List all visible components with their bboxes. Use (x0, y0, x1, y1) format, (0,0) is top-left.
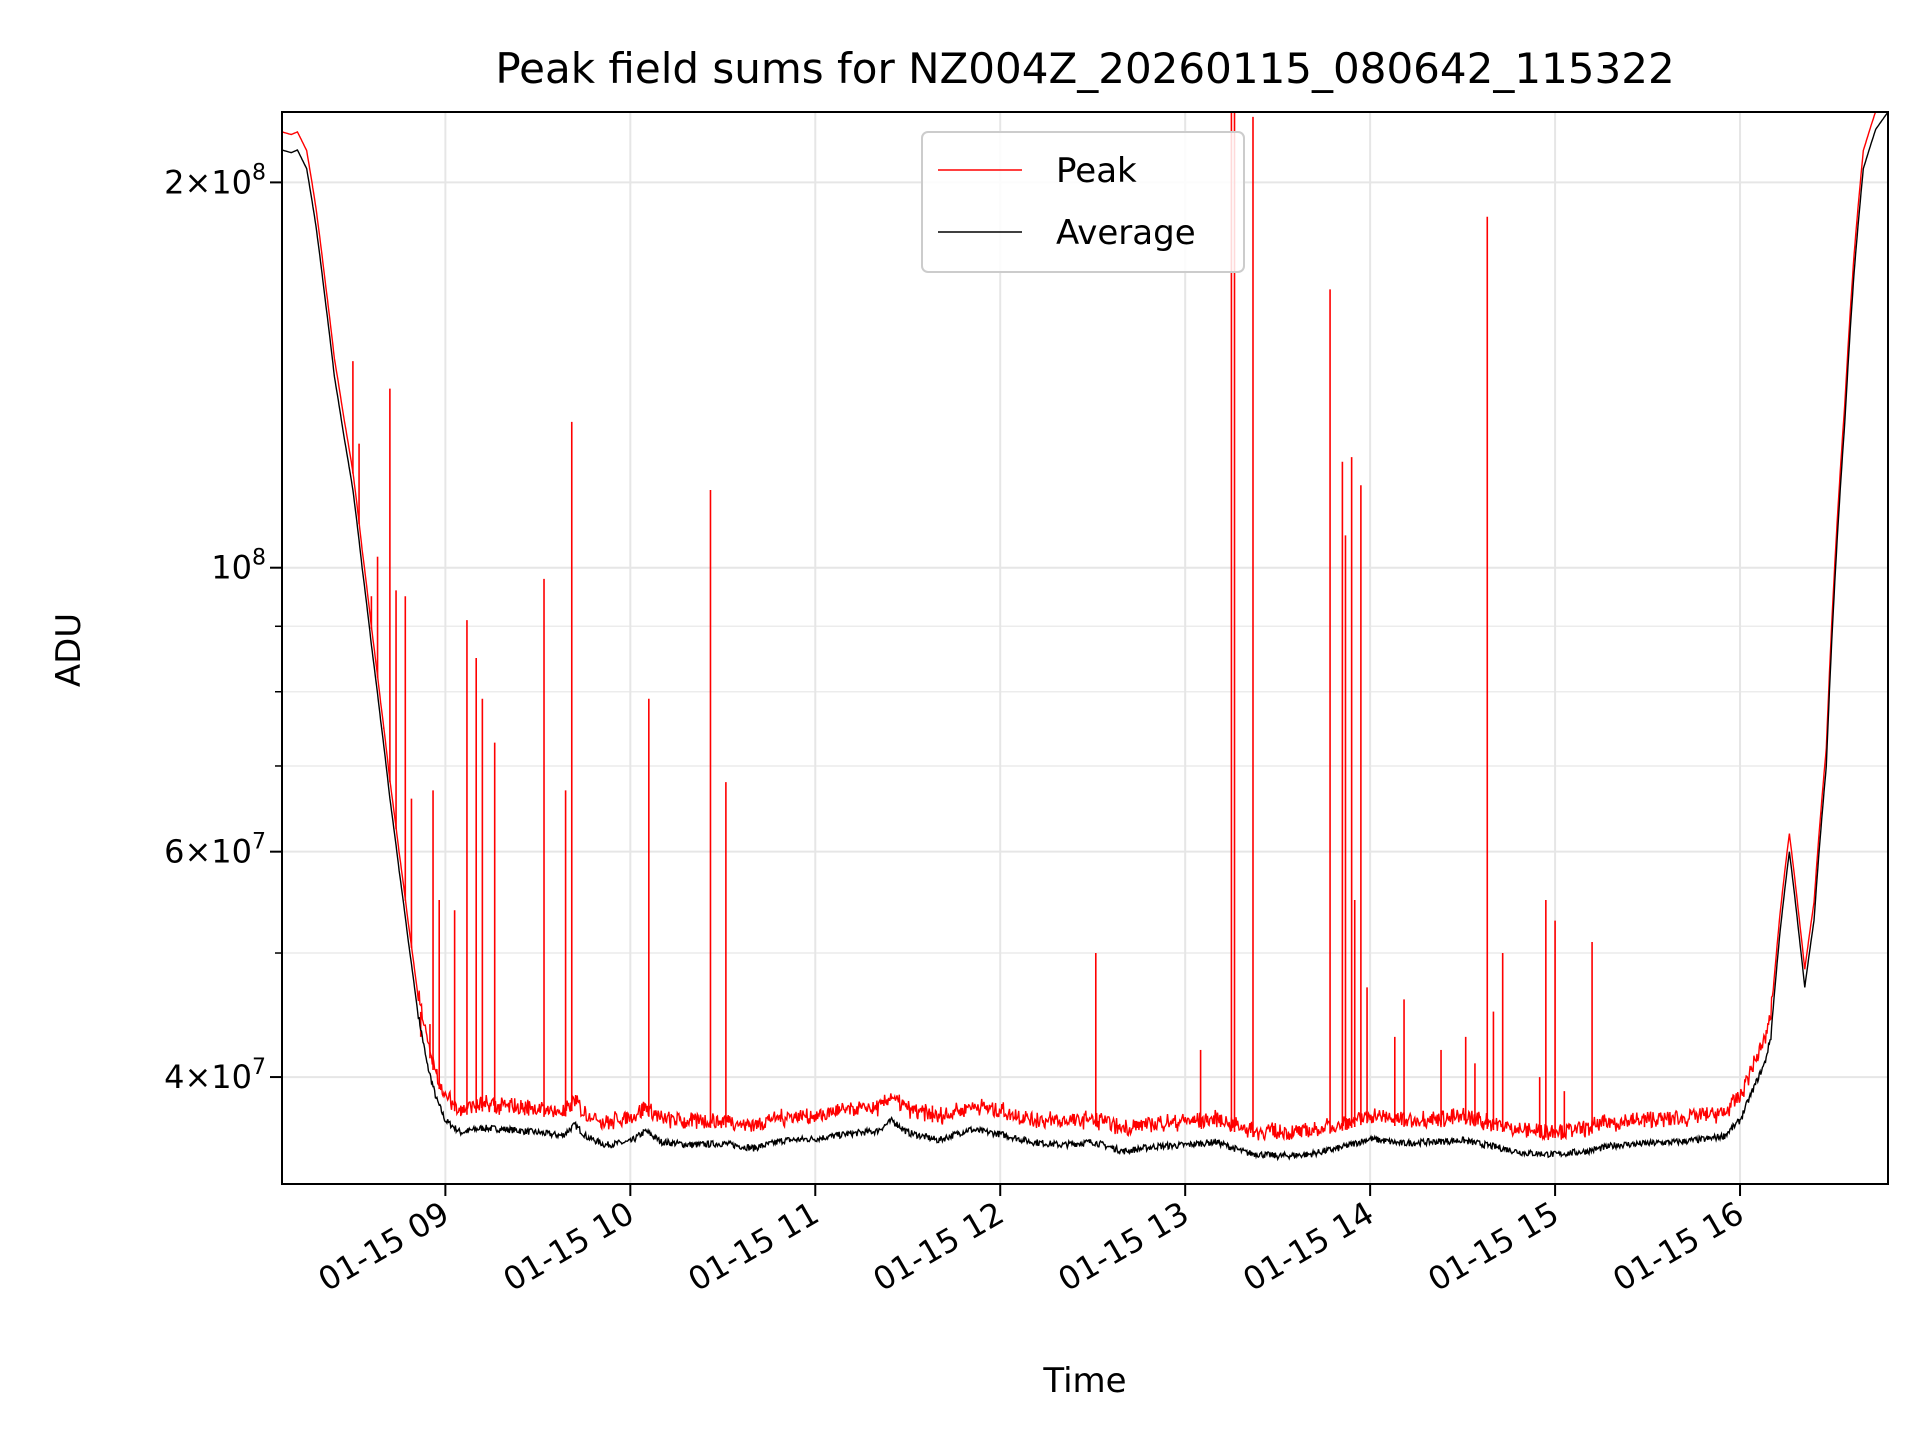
y-axis-label: ADU (49, 613, 89, 687)
x-axis: 01-15 09 01-15 10 01-15 11 01-15 12 01-15 13… (312, 1184, 1750, 1299)
series-average (281, 111, 1889, 1162)
x-tick-label: 01-15 14 (1237, 1194, 1381, 1299)
x-axis-label: Time (1042, 1361, 1126, 1401)
x-tick-label: 01-15 09 (312, 1194, 456, 1299)
peak-line (281, 111, 1888, 1142)
x-tick-label: 01-15 13 (1052, 1194, 1196, 1299)
legend-box (921, 131, 1245, 273)
x-tick-label: 01-15 11 (682, 1194, 826, 1299)
grid (282, 112, 1888, 1184)
y-tick-label: 4×107 (164, 1055, 266, 1096)
legend-average-label: Average (1056, 213, 1196, 253)
x-tick-label: 01-15 10 (497, 1194, 641, 1299)
y-tick-label: 6×107 (164, 830, 266, 871)
chart-title: Peak field sums for NZ004Z_20260115_0806… (495, 44, 1674, 93)
legend: Peak Average (921, 131, 1245, 273)
x-tick-label: 01-15 16 (1606, 1194, 1750, 1299)
series-peak (281, 111, 1888, 1142)
y-tick-label: 108 (211, 546, 266, 587)
legend-peak-label: Peak (1056, 151, 1137, 191)
x-tick-label: 01-15 12 (867, 1194, 1011, 1299)
average-line (281, 111, 1889, 1162)
y-axis: 4×107 6×107 108 2×108 (164, 160, 282, 1096)
plot-frame (281, 111, 1889, 1185)
y-tick-label: 2×108 (164, 160, 266, 201)
x-tick-label: 01-15 15 (1421, 1194, 1565, 1299)
